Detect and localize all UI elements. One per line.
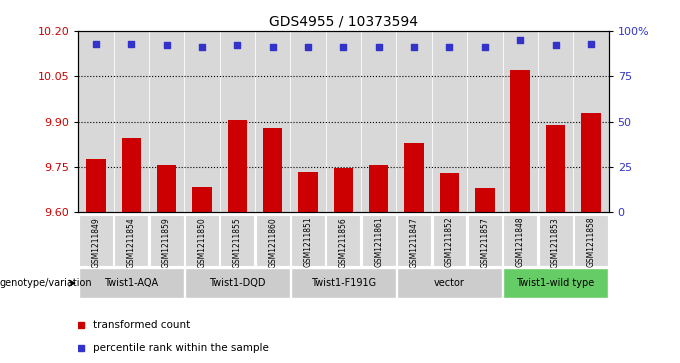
Point bbox=[90, 41, 101, 46]
Text: percentile rank within the sample: percentile rank within the sample bbox=[92, 343, 269, 352]
Bar bbox=[263, 128, 282, 212]
FancyBboxPatch shape bbox=[326, 215, 360, 266]
Text: transformed count: transformed count bbox=[92, 321, 190, 330]
Point bbox=[267, 44, 278, 50]
Point bbox=[303, 44, 313, 50]
FancyBboxPatch shape bbox=[79, 269, 184, 298]
Point bbox=[515, 37, 526, 43]
Bar bbox=[220, 31, 255, 212]
FancyBboxPatch shape bbox=[397, 215, 431, 266]
Bar bbox=[581, 113, 600, 212]
FancyBboxPatch shape bbox=[362, 215, 396, 266]
Point bbox=[409, 44, 420, 50]
Text: Twist1-DQD: Twist1-DQD bbox=[209, 278, 266, 288]
Text: genotype/variation: genotype/variation bbox=[0, 278, 92, 288]
Text: GSM1211853: GSM1211853 bbox=[551, 217, 560, 268]
Point bbox=[444, 44, 455, 50]
Bar bbox=[184, 31, 220, 212]
Bar bbox=[334, 168, 353, 212]
Bar bbox=[503, 31, 538, 212]
Bar bbox=[299, 172, 318, 212]
Text: GSM1211860: GSM1211860 bbox=[268, 217, 277, 268]
FancyBboxPatch shape bbox=[397, 269, 502, 298]
FancyBboxPatch shape bbox=[79, 215, 113, 266]
Point bbox=[585, 41, 596, 46]
Bar bbox=[149, 31, 184, 212]
Text: vector: vector bbox=[434, 278, 465, 288]
Bar bbox=[405, 143, 424, 212]
Point bbox=[373, 44, 384, 50]
Bar bbox=[78, 31, 114, 212]
Text: GSM1211854: GSM1211854 bbox=[126, 217, 136, 268]
Text: Twist1-wild type: Twist1-wild type bbox=[516, 278, 595, 288]
FancyBboxPatch shape bbox=[256, 215, 290, 266]
Bar bbox=[546, 125, 565, 212]
Text: GSM1211847: GSM1211847 bbox=[409, 217, 419, 268]
Bar bbox=[396, 31, 432, 212]
Bar bbox=[326, 31, 361, 212]
FancyBboxPatch shape bbox=[291, 215, 325, 266]
Bar bbox=[255, 31, 290, 212]
Bar bbox=[290, 31, 326, 212]
Title: GDS4955 / 10373594: GDS4955 / 10373594 bbox=[269, 14, 418, 28]
Point bbox=[197, 44, 207, 50]
Text: GSM1211855: GSM1211855 bbox=[233, 217, 242, 268]
Text: GSM1211848: GSM1211848 bbox=[515, 217, 525, 268]
Bar bbox=[475, 188, 494, 212]
FancyBboxPatch shape bbox=[185, 215, 219, 266]
FancyBboxPatch shape bbox=[503, 215, 537, 266]
Bar bbox=[432, 31, 467, 212]
Bar bbox=[538, 31, 573, 212]
Text: GSM1211849: GSM1211849 bbox=[91, 217, 101, 268]
Text: GSM1211857: GSM1211857 bbox=[480, 217, 490, 268]
Bar bbox=[122, 138, 141, 212]
Bar bbox=[228, 120, 247, 212]
Point bbox=[161, 42, 172, 48]
FancyBboxPatch shape bbox=[574, 215, 608, 266]
FancyBboxPatch shape bbox=[150, 215, 184, 266]
FancyBboxPatch shape bbox=[468, 215, 502, 266]
FancyBboxPatch shape bbox=[114, 215, 148, 266]
Bar bbox=[467, 31, 503, 212]
FancyBboxPatch shape bbox=[503, 269, 608, 298]
FancyBboxPatch shape bbox=[185, 269, 290, 298]
Bar bbox=[361, 31, 396, 212]
Bar bbox=[86, 159, 105, 212]
Point bbox=[479, 44, 490, 50]
Text: GSM1211858: GSM1211858 bbox=[586, 217, 596, 268]
Text: GSM1211850: GSM1211850 bbox=[197, 217, 207, 268]
Text: GSM1211851: GSM1211851 bbox=[303, 217, 313, 268]
Text: Twist1-F191G: Twist1-F191G bbox=[311, 278, 376, 288]
Bar bbox=[192, 187, 211, 212]
Bar bbox=[440, 173, 459, 212]
Bar bbox=[573, 31, 609, 212]
FancyBboxPatch shape bbox=[432, 215, 466, 266]
Point bbox=[338, 44, 349, 50]
Point bbox=[126, 41, 137, 46]
Bar bbox=[157, 166, 176, 212]
Bar bbox=[511, 70, 530, 212]
Point bbox=[232, 42, 243, 48]
Bar bbox=[369, 166, 388, 212]
FancyBboxPatch shape bbox=[220, 215, 254, 266]
FancyBboxPatch shape bbox=[539, 215, 573, 266]
Point bbox=[550, 42, 561, 48]
Bar bbox=[114, 31, 149, 212]
Text: GSM1211856: GSM1211856 bbox=[339, 217, 348, 268]
Text: Twist1-AQA: Twist1-AQA bbox=[104, 278, 158, 288]
Text: GSM1211852: GSM1211852 bbox=[445, 217, 454, 268]
Text: GSM1211861: GSM1211861 bbox=[374, 217, 384, 268]
FancyBboxPatch shape bbox=[291, 269, 396, 298]
Text: GSM1211859: GSM1211859 bbox=[162, 217, 171, 268]
